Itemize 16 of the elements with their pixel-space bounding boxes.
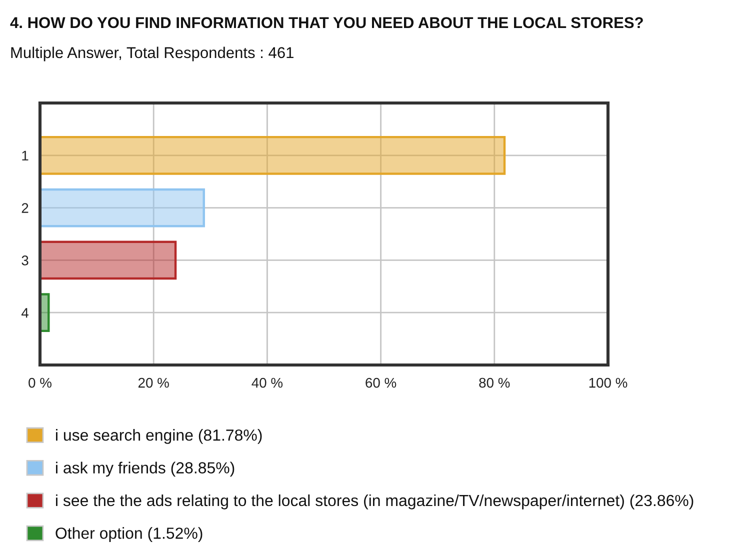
y-tick-label: 2 [22, 203, 28, 213]
legend-label: i ask my friends (28.85%) [56, 462, 234, 477]
chart-subtitle: Multiple Answer, Total Respondents : 461 [11, 46, 294, 62]
legend-label: i use search engine (81.78%) [56, 429, 262, 444]
y-tick-label: 3 [22, 256, 28, 266]
x-tick-label: 40 % [252, 378, 283, 388]
y-tick-label: 4 [21, 308, 28, 318]
x-tick-label: 100 % [589, 378, 628, 388]
x-tick-label: 0 % [28, 378, 52, 388]
legend-label: i see the the ads relating to the local stores (in magazine/TV/newspaper/internet) (23.86%) [56, 494, 694, 510]
x-tick-label: 80 % [479, 378, 510, 388]
x-tick-label: 20 % [138, 378, 169, 388]
legend-label: Other option (1.52%) [56, 527, 202, 542]
chart-title: 4. HOW DO YOU FIND INFORMATION THAT YOU NEED ABOUT THE LOCAL STORES? [10, 17, 643, 28]
x-tick-label: 60 % [366, 378, 396, 388]
y-tick-label: 1 [22, 150, 28, 160]
